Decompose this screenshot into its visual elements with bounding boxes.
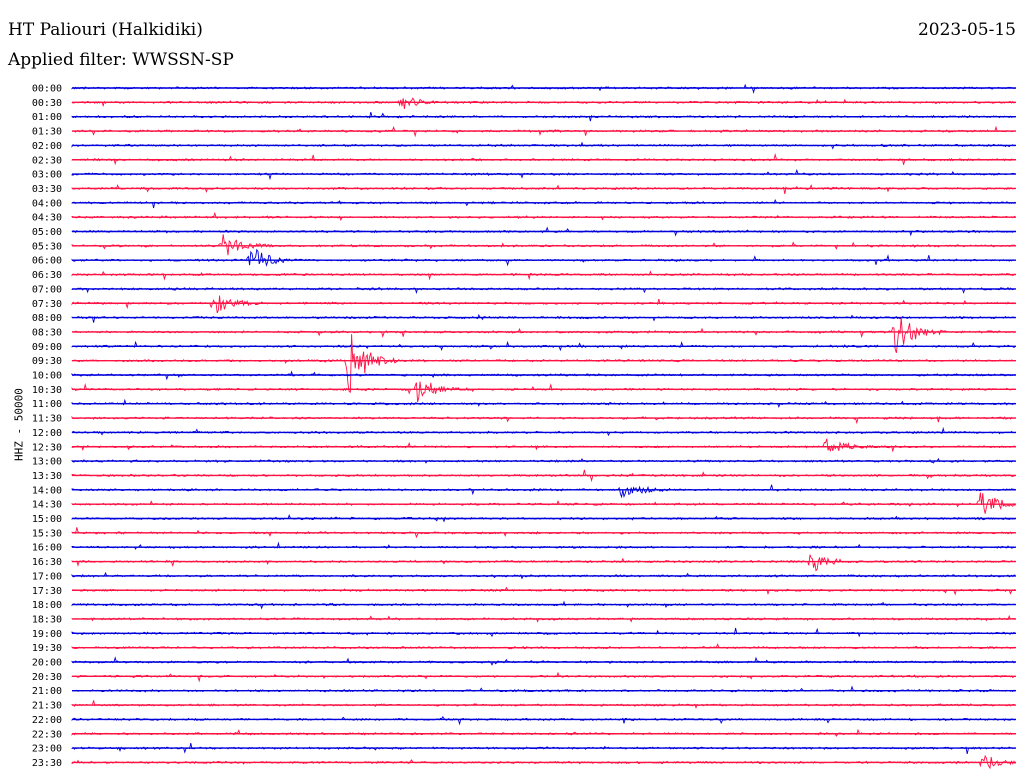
row-time-label: 09:00: [32, 342, 62, 353]
trace-line-0400: [72, 200, 1015, 208]
row-time-label: 23:00: [32, 744, 62, 755]
row-time-label: 05:30: [32, 241, 62, 252]
row-time-label: 03:00: [32, 170, 62, 181]
trace-line-0800: [72, 315, 1015, 323]
row-time-label: 21:00: [32, 686, 62, 697]
row-time-label: 02:00: [32, 141, 62, 152]
row-time-label: 17:00: [32, 571, 62, 582]
row-time-label: 20:00: [32, 658, 62, 669]
row-time-label: 04:30: [32, 213, 62, 224]
row-time-label: 21:30: [32, 701, 62, 712]
row-time-label: 03:30: [32, 184, 62, 195]
trace-line-0030: [72, 98, 1015, 109]
row-time-label: 01:30: [32, 127, 62, 138]
row-time-label: 08:30: [32, 327, 62, 338]
row-time-label: 14:00: [32, 485, 62, 496]
row-time-label: 15:00: [32, 514, 62, 525]
trace-line-0930: [72, 334, 1015, 392]
trace-line-1430: [72, 493, 1015, 514]
trace-line-1230: [72, 439, 1015, 452]
row-time-label: 07:30: [32, 299, 62, 310]
row-time-label: 18:30: [32, 614, 62, 625]
row-time-label: 06:30: [32, 270, 62, 281]
row-time-label: 08:00: [32, 313, 62, 324]
row-time-label: 19:00: [32, 629, 62, 640]
row-time-label: 15:30: [32, 528, 62, 539]
row-time-label: 22:00: [32, 715, 62, 726]
row-time-label: 10:00: [32, 371, 62, 382]
row-time-label: 19:30: [32, 643, 62, 654]
row-time-label: 11:30: [32, 414, 62, 425]
row-time-label: 18:00: [32, 600, 62, 611]
trace-line-0630: [72, 272, 1015, 279]
row-time-label: 02:30: [32, 155, 62, 166]
trace-line-0830: [72, 317, 1015, 353]
row-time-label: 10:30: [32, 385, 62, 396]
row-time-label: 00:30: [32, 98, 62, 109]
row-time-label: 12:00: [32, 428, 62, 439]
row-time-label: 16:30: [32, 557, 62, 568]
row-time-label: 22:30: [32, 729, 62, 740]
row-time-label: 12:30: [32, 442, 62, 453]
row-time-label: 09:30: [32, 356, 62, 367]
trace-line-1030: [72, 382, 1015, 403]
row-time-label: 16:00: [32, 543, 62, 554]
row-time-label: 23:30: [32, 758, 62, 769]
row-time-label: 17:30: [32, 586, 62, 597]
row-time-label: 07:00: [32, 284, 62, 295]
trace-line-2200: [72, 717, 1015, 724]
trace-line-2130: [72, 700, 1015, 707]
row-time-label: 00:00: [32, 84, 62, 95]
row-time-label: 13:30: [32, 471, 62, 482]
row-time-label: 13:00: [32, 457, 62, 468]
trace-line-1400: [72, 485, 1015, 497]
trace-line-0330: [72, 185, 1015, 194]
row-time-label: 04:00: [32, 198, 62, 209]
row-time-label: 01:00: [32, 112, 62, 123]
trace-line-0730: [72, 296, 1015, 314]
row-time-label: 14:30: [32, 500, 62, 511]
row-time-label: 20:30: [32, 672, 62, 683]
row-time-label: 11:00: [32, 399, 62, 410]
trace-line-0600: [72, 250, 1015, 265]
trace-line-0530: [72, 234, 1015, 255]
trace-line-1630: [72, 555, 1015, 571]
trace-line-1600: [72, 543, 1015, 549]
trace-line-1900: [72, 628, 1015, 636]
row-time-label: 06:00: [32, 256, 62, 267]
row-time-label: 05:00: [32, 227, 62, 238]
